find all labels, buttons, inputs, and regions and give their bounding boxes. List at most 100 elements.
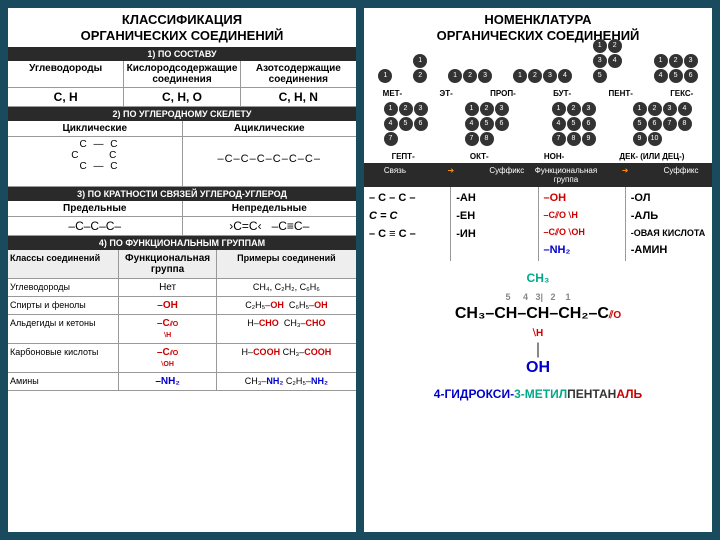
s2-diagrams: C — CC C C — C –C–C–C–C–C–C–: [8, 137, 356, 187]
p: ГЕКС-: [670, 89, 693, 98]
arrow-icon: ➜: [423, 166, 479, 184]
h: Классы соединений: [8, 250, 119, 278]
multi-bonds: ›С=С‹ –С≡С–: [183, 217, 357, 235]
f: C, H, O: [124, 88, 240, 106]
class-row: Карбоновые кислоты –C⫽O⧵OH H–COOH CH₃–CO…: [8, 344, 356, 373]
c: Циклические: [8, 121, 183, 136]
prefix-row2: ГЕПТ- ОКТ- НОН- ДЕК- (ИЛИ ДЕЦ-): [364, 150, 712, 163]
section1-hdr: 1) ПО СОСТАВУ: [8, 47, 356, 61]
p: ПЕНТ-: [608, 89, 632, 98]
h: Связь: [367, 166, 423, 184]
n: Спирты и фенолы: [8, 297, 119, 314]
section3-hdr: 3) ПО КРАТНОСТИ СВЯЗЕЙ УГЛЕРОД-УГЛЕРОД: [8, 187, 356, 201]
p: ОКТ-: [470, 152, 489, 161]
class-row: Спирты и фенолы –OH C₂H₅–OH C₆H₅–OH: [8, 297, 356, 315]
f: –C⫽O⧵H: [119, 315, 216, 343]
h: Примеры соединений: [217, 250, 356, 278]
left-panel: КЛАССИФИКАЦИЯ ОРГАНИЧЕСКИХ СОЕДИНЕНИЙ 1)…: [8, 8, 356, 532]
h: Суффикс: [653, 166, 709, 184]
n: МЕТИЛ: [525, 387, 567, 401]
f: Нет: [119, 279, 216, 296]
t1: НОМЕНКЛАТУРА: [484, 12, 591, 27]
p: ЭТ-: [440, 89, 453, 98]
b: – С – С –: [366, 189, 448, 207]
n: Карбоновые кислоты: [8, 344, 119, 372]
n: 4-: [434, 387, 445, 401]
t1: КЛАССИФИКАЦИЯ: [122, 12, 242, 27]
f: –C⫽O⧵OH: [119, 344, 216, 372]
s2-labels: Циклические Ациклические: [8, 121, 356, 137]
s1-labels: Углеводороды Кислородсодержащие соединен…: [8, 61, 356, 88]
n: Амины: [8, 373, 119, 390]
p: ДЕК- (ИЛИ ДЕЦ-): [619, 152, 684, 161]
n: 3-: [514, 387, 525, 401]
ring-diagram: C — CC C C — C: [8, 137, 183, 186]
c: Кислородсодержащие соединения: [124, 61, 240, 87]
prefix-row1: МЕТ- ЭТ- ПРОП- БУТ- ПЕНТ- ГЕКС-: [364, 87, 712, 100]
class-row: Углеводороды Нет CH₄, C₂H₂, C₆H₆: [8, 279, 356, 297]
p: МЕТ-: [383, 89, 403, 98]
e: C₂H₅–OH C₆H₅–OH: [217, 297, 356, 314]
p: БУТ-: [553, 89, 571, 98]
structure-formula: CH₃ 5 4 3| 2 1 CH₃–CH–CH–CH₂–C⫽O⧵H | OH: [372, 269, 704, 377]
c: Углеводороды: [8, 61, 124, 87]
f: –OH: [541, 189, 623, 207]
class-row: Альдегиды и кетоны –C⫽O⧵H H–CHO CH₃–CHO: [8, 315, 356, 344]
n: Углеводороды: [8, 279, 119, 296]
f: –C⫽O ⧵OH: [541, 224, 623, 241]
s: -АЛЬ: [628, 207, 710, 225]
s: -ЕН: [453, 207, 535, 225]
s: -АМИН: [628, 241, 710, 259]
h: Суффикс: [479, 166, 535, 184]
p: ПРОП-: [490, 89, 516, 98]
balls-row2: 1234567 12345678 123456789 12345678910: [364, 100, 712, 150]
c: Ациклические: [183, 121, 357, 136]
s4-header: Классы соединений Функциональная группа …: [8, 250, 356, 279]
f: C, H, N: [241, 88, 356, 106]
t2: ОРГАНИЧЕСКИХ СОЕДИНЕНИЙ: [81, 28, 284, 43]
b: С = С: [366, 207, 448, 225]
class-row: Амины –NH₂ CH₃–NH₂ C₂H₅–NH₂: [8, 373, 356, 391]
chain-diagram: –C–C–C–C–C–C–: [183, 137, 357, 186]
h: Функциональная группа: [535, 166, 597, 184]
p: ГЕПТ-: [392, 152, 415, 161]
e: H–CHO CH₃–CHO: [217, 315, 356, 343]
s: -АН: [453, 189, 535, 207]
p: НОН-: [544, 152, 564, 161]
right-panel: НОМЕНКЛАТУРА ОРГАНИЧЕСКИХ СОЕДИНЕНИЙ 1 1…: [364, 8, 712, 532]
s: -ИН: [453, 225, 535, 243]
e: CH₄, C₂H₂, C₆H₆: [217, 279, 356, 296]
single-bond: –С–С–С–: [8, 217, 183, 235]
c: Азотсодержащие соединения: [241, 61, 356, 87]
suffix-header: Связь ➜ Суффикс Функциональная группа ➜ …: [364, 163, 712, 187]
n: Альдегиды и кетоны: [8, 315, 119, 343]
compound-name: 4- ГИДРОКСИ- 3- МЕТИЛ ПЕНТАН АЛЬ: [372, 387, 704, 401]
c: Непредельные: [183, 201, 357, 216]
f: –OH: [119, 297, 216, 314]
b: – С ≡ С –: [366, 225, 448, 243]
s3-labels: Предельные Непредельные: [8, 201, 356, 217]
c: Предельные: [8, 201, 183, 216]
section2-hdr: 2) ПО УГЛЕРОДНОМУ СКЕЛЕТУ: [8, 107, 356, 121]
n: ПЕНТАН: [567, 387, 616, 401]
s: -ОВАЯ КИСЛОТА: [628, 225, 710, 241]
h: Функциональная группа: [119, 250, 216, 278]
s: -ОЛ: [628, 189, 710, 207]
n: ГИДРОКСИ-: [444, 387, 514, 401]
n: АЛЬ: [616, 387, 642, 401]
f: C, H: [8, 88, 124, 106]
naming-example: CH₃ 5 4 3| 2 1 CH₃–CH–CH–CH₂–C⫽O⧵H | OH …: [364, 261, 712, 409]
arrow-icon: ➜: [597, 166, 653, 184]
left-title: КЛАССИФИКАЦИЯ ОРГАНИЧЕСКИХ СОЕДИНЕНИЙ: [8, 8, 356, 47]
section4-hdr: 4) ПО ФУНКЦИОНАЛЬНЫМ ГРУППАМ: [8, 236, 356, 250]
f: –NH₂: [119, 373, 216, 390]
e: CH₃–NH₂ C₂H₅–NH₂: [217, 373, 356, 390]
f: –C⫽O ⧵H: [541, 207, 623, 224]
s1-formulas: C, H C, H, O C, H, N: [8, 88, 356, 107]
balls-row1: 1 12 123 1234 12345 123456: [364, 47, 712, 87]
s3-bonds: –С–С–С– ›С=С‹ –С≡С–: [8, 217, 356, 236]
right-title: НОМЕНКЛАТУРА ОРГАНИЧЕСКИХ СОЕДИНЕНИЙ: [364, 8, 712, 47]
f: –NH₂: [541, 241, 623, 259]
e: H–COOH CH₃–COOH: [217, 344, 356, 372]
suffix-table: – С – С – С = С – С ≡ С – -АН -ЕН -ИН –O…: [364, 187, 712, 261]
